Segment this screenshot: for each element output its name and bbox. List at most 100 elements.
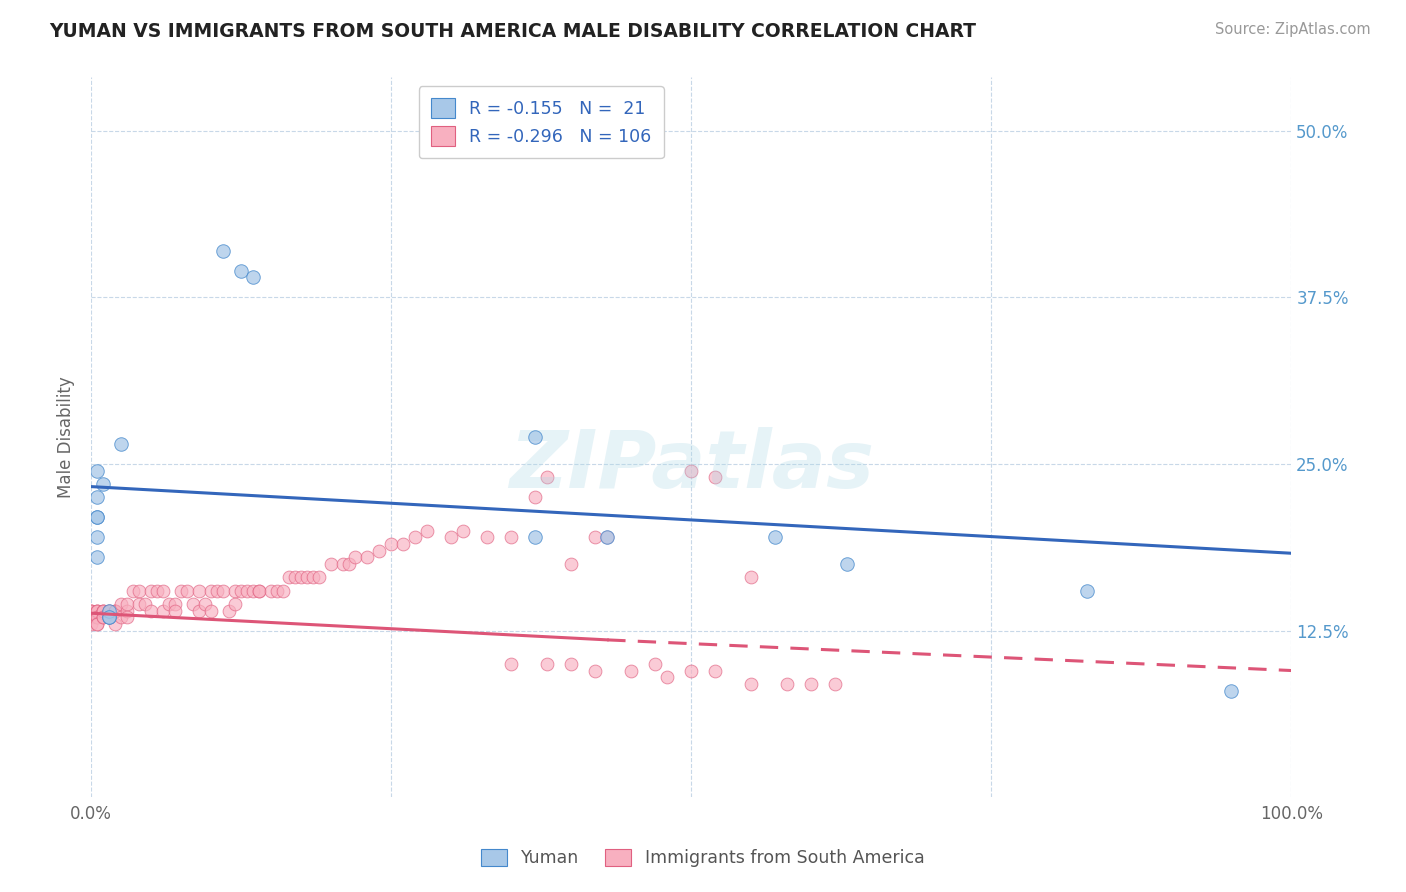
Point [704, 470, 727, 484]
Point [104, 603, 127, 617]
Point [740, 570, 762, 584]
Point [86, 610, 108, 624]
Point [80, 610, 103, 624]
Point [247, 583, 270, 598]
Point [260, 583, 283, 598]
Point [152, 603, 174, 617]
Point [86, 616, 108, 631]
Point [224, 583, 246, 598]
Point [356, 550, 378, 565]
Point [392, 537, 415, 551]
Point [122, 583, 145, 598]
Point [740, 677, 762, 691]
Point [104, 603, 127, 617]
Point [704, 664, 727, 678]
Point [80, 603, 103, 617]
Point [501, 530, 523, 544]
Point [451, 524, 474, 538]
Point [212, 244, 235, 258]
Point [86, 616, 108, 631]
Point [98, 610, 121, 624]
Point [524, 530, 547, 544]
Point [98, 603, 121, 617]
Point [86, 510, 108, 524]
Point [181, 597, 204, 611]
Point [344, 550, 367, 565]
Point [134, 597, 156, 611]
Point [620, 664, 643, 678]
Point [1076, 583, 1098, 598]
Point [157, 597, 180, 611]
Point [86, 603, 108, 617]
Point [128, 597, 150, 611]
Point [380, 537, 402, 551]
Point [86, 603, 108, 617]
Y-axis label: Male Disability: Male Disability [58, 376, 75, 498]
Point [86, 610, 108, 624]
Point [295, 570, 318, 584]
Point [110, 597, 132, 611]
Point [152, 583, 174, 598]
Point [80, 603, 103, 617]
Point [200, 583, 222, 598]
Point [776, 677, 799, 691]
Point [231, 583, 253, 598]
Point [80, 603, 103, 617]
Point [440, 530, 463, 544]
Point [104, 603, 127, 617]
Point [583, 530, 606, 544]
Point [271, 583, 294, 598]
Point [205, 583, 228, 598]
Point [308, 570, 330, 584]
Point [176, 583, 198, 598]
Point [141, 603, 163, 617]
Point [247, 583, 270, 598]
Point [218, 603, 240, 617]
Point [368, 543, 391, 558]
Point [524, 490, 547, 504]
Point [91, 603, 114, 617]
Point [170, 583, 193, 598]
Point [115, 610, 138, 624]
Point [86, 610, 108, 624]
Point [104, 616, 127, 631]
Point [165, 603, 187, 617]
Point [416, 524, 439, 538]
Point [824, 677, 846, 691]
Point [110, 610, 132, 624]
Point [560, 557, 582, 571]
Point [657, 670, 679, 684]
Point [200, 603, 222, 617]
Point [80, 616, 103, 631]
Point [86, 510, 108, 524]
Point [91, 603, 114, 617]
Point [800, 677, 823, 691]
Point [332, 557, 354, 571]
Point [86, 603, 108, 617]
Point [110, 437, 132, 451]
Point [212, 583, 235, 598]
Point [224, 597, 246, 611]
Point [560, 657, 582, 671]
Text: Source: ZipAtlas.com: Source: ZipAtlas.com [1215, 22, 1371, 37]
Point [86, 530, 108, 544]
Point [1220, 683, 1243, 698]
Point [242, 270, 264, 285]
Point [321, 557, 343, 571]
Point [98, 603, 121, 617]
Point [404, 530, 426, 544]
Point [278, 570, 301, 584]
Point [302, 570, 325, 584]
Point [763, 530, 786, 544]
Point [188, 603, 211, 617]
Point [284, 570, 307, 584]
Point [837, 557, 859, 571]
Point [165, 597, 187, 611]
Point [644, 657, 666, 671]
Point [477, 530, 499, 544]
Point [194, 597, 217, 611]
Point [583, 664, 606, 678]
Text: YUMAN VS IMMIGRANTS FROM SOUTH AMERICA MALE DISABILITY CORRELATION CHART: YUMAN VS IMMIGRANTS FROM SOUTH AMERICA M… [49, 22, 976, 41]
Point [86, 464, 108, 478]
Text: ZIPatlas: ZIPatlas [509, 427, 873, 505]
